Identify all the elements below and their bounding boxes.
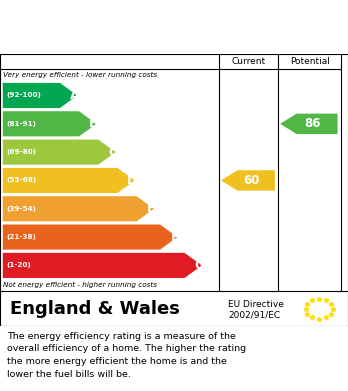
Polygon shape [3,111,96,136]
Text: (39-54): (39-54) [6,206,36,212]
Text: B: B [89,117,98,130]
Text: (21-38): (21-38) [6,234,36,240]
Polygon shape [3,83,77,108]
Text: Potential: Potential [290,57,330,66]
Polygon shape [3,140,116,165]
Text: Energy Efficiency Rating: Energy Efficiency Rating [10,27,232,42]
Text: A: A [70,89,80,102]
Text: 86: 86 [304,117,321,130]
Polygon shape [221,170,275,191]
Text: (81-91): (81-91) [6,121,36,127]
Text: F: F [171,231,179,244]
Text: (1-20): (1-20) [6,262,31,268]
Text: 60: 60 [243,174,259,187]
Text: 2002/91/EC: 2002/91/EC [228,311,280,320]
Text: Very energy efficient - lower running costs: Very energy efficient - lower running co… [3,72,158,78]
Polygon shape [3,196,154,221]
Text: (55-68): (55-68) [6,178,37,183]
Text: The energy efficiency rating is a measure of the
overall efficiency of a home. T: The energy efficiency rating is a measur… [7,332,246,379]
Polygon shape [280,114,338,134]
Text: D: D [127,174,137,187]
Text: EU Directive: EU Directive [228,300,284,309]
Text: C: C [109,145,118,159]
Text: England & Wales: England & Wales [10,300,180,318]
Text: E: E [147,202,156,215]
Polygon shape [3,253,202,278]
Text: G: G [194,259,204,272]
Text: Current: Current [232,57,266,66]
Polygon shape [3,224,177,250]
Text: Not energy efficient - higher running costs: Not energy efficient - higher running co… [3,282,158,289]
Polygon shape [3,168,135,193]
Text: (69-80): (69-80) [6,149,37,155]
Text: (92-100): (92-100) [6,93,41,99]
